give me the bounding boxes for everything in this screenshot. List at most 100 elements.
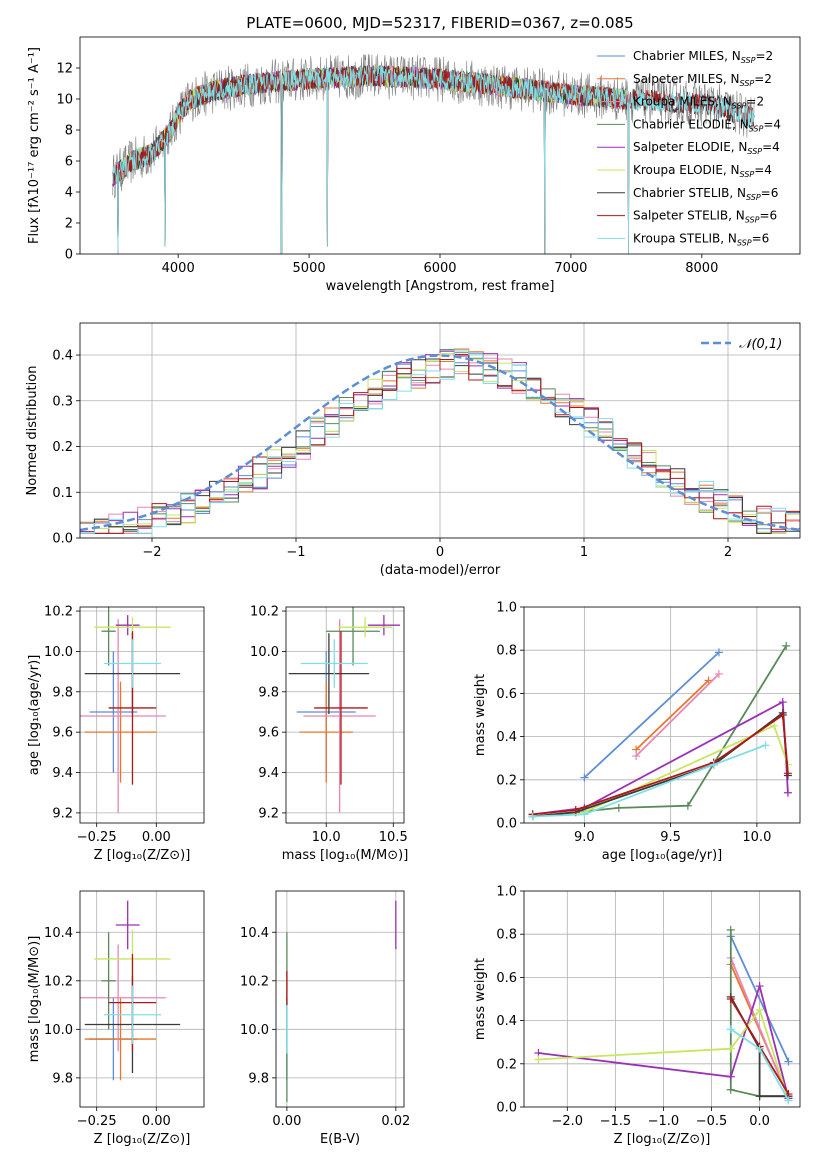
- axes-frame: [523, 890, 801, 1108]
- y-tick-label: 1.0: [496, 885, 517, 900]
- x-tick-label: 0.00: [272, 1114, 301, 1129]
- x-tick-label: 0.02: [381, 1114, 410, 1129]
- legend-entry-salpeter_miles: Salpeter MILES, NSSP=2: [633, 72, 772, 88]
- x-tick-label: 0.00: [142, 1114, 171, 1129]
- plot-area: [524, 607, 800, 823]
- series-line-kroupa_miles: [729, 957, 790, 1099]
- series-line-chabrier_elodie: [532, 645, 787, 818]
- y-axis-label: mass weight: [473, 674, 488, 756]
- series-point-salpeter_stelib: [571, 806, 580, 815]
- legend-entry-normal: 𝒩(0,1): [739, 337, 782, 352]
- series-point-kroupa_elodie: [770, 721, 779, 730]
- series-point-chabrier_elodie: [614, 803, 623, 812]
- axes-frame: [79, 322, 801, 539]
- legend-entry-kroupa_miles: Kroupa MILES, NSSP=2: [633, 95, 764, 111]
- y-tick-label: 10.2: [240, 974, 269, 989]
- legend-entry-chabrier_elodie: Chabrier ELODIE, NSSP=4: [633, 117, 781, 133]
- y-tick-label: 0.4: [496, 1014, 517, 1029]
- y-tick-label: 0.3: [52, 394, 73, 409]
- x-axis-label: age [log₁₀(age/yr)]: [602, 848, 723, 863]
- series-point-chabrier_miles: [580, 773, 589, 782]
- series-line-kroupa_miles: [635, 673, 720, 757]
- series-point-kroupa_elodie: [534, 1055, 543, 1064]
- series-point-kroupa_stelib: [755, 1044, 764, 1053]
- legend-entry-chabrier_miles: Chabrier MILES, NSSP=2: [633, 49, 773, 65]
- series-point-kroupa_stelib: [709, 760, 718, 769]
- x-tick-label: 10.0: [742, 830, 771, 845]
- x-tick-label: 7000: [554, 261, 587, 276]
- y-tick-label: 10.0: [250, 645, 279, 660]
- y-tick-label: 6: [65, 155, 73, 170]
- y-tick-label: 0.2: [52, 440, 73, 455]
- legend-entry-salpeter_stelib: Salpeter STELIB, NSSP=6: [633, 209, 777, 225]
- x-tick-label: 1: [580, 545, 588, 560]
- series-point-chabrier_miles: [784, 1057, 793, 1066]
- x-axis-label: Z [log₁₀(Z/Z⊙)]: [94, 1132, 191, 1147]
- x-tick-label: 9.5: [660, 830, 681, 845]
- series-point-salpeter_elodie: [778, 698, 787, 707]
- series-point-chabrier_elodie: [782, 641, 791, 650]
- histogram-salpeter_stelib: [80, 353, 800, 534]
- x-tick-label: 6000: [423, 261, 456, 276]
- histogram-salpeter_elodie: [80, 350, 800, 534]
- y-tick-label: 0.6: [496, 971, 517, 986]
- series-point-salpeter_stelib: [783, 769, 792, 778]
- plot-area: [286, 607, 404, 823]
- y-tick-label: 9.8: [248, 1071, 269, 1086]
- y-tick-label: 0.2: [496, 773, 517, 788]
- series-point-kroupa_elodie: [755, 1005, 764, 1014]
- series-line-kroupa_elodie: [532, 724, 789, 818]
- series-line-kroupa_stelib: [532, 744, 766, 818]
- y-tick-label: 9.6: [258, 726, 279, 741]
- series-line-chabrier_miles: [729, 936, 790, 1062]
- series-point-salpeter_elodie: [755, 982, 764, 991]
- legend-entry-kroupa_stelib: Kroupa STELIB, NSSP=6: [633, 231, 769, 247]
- x-tick-label: 5000: [293, 261, 326, 276]
- series-point-chabrier_elodie: [726, 925, 735, 934]
- x-axis-label: Z [log₁₀(Z/Z⊙)]: [614, 1132, 711, 1147]
- series-point-kroupa_stelib: [784, 1096, 793, 1105]
- plot-area: [524, 891, 800, 1107]
- y-tick-label: 9.4: [258, 766, 279, 781]
- y-axis-label: Normed distribution: [25, 366, 40, 496]
- y-tick-label: 0.6: [496, 687, 517, 702]
- series-point-chabrier_miles: [714, 648, 723, 657]
- y-tick-label: 10.0: [44, 645, 73, 660]
- plot-area: [80, 323, 800, 538]
- x-tick-label: 0: [436, 545, 444, 560]
- series-point-kroupa_stelib: [580, 810, 589, 819]
- legend-entry-salpeter_elodie: Salpeter ELODIE, NSSP=4: [633, 140, 780, 156]
- y-tick-label: 0.4: [52, 349, 73, 364]
- chart-weight_vs_age: 9.0 9.5 10.0 0.0 0.2 0.4 0.6 0.8 1.0 age [log₁₀(a…: [473, 601, 801, 863]
- series-line-chabrier_miles: [583, 651, 720, 779]
- y-tick-label: 10.2: [44, 974, 73, 989]
- histogram-kroupa_stelib: [80, 349, 800, 534]
- x-axis-label: mass [log₁₀(M/M⊙)]: [282, 848, 409, 863]
- x-tick-label: 10.5: [379, 830, 408, 845]
- y-tick-label: 10.4: [44, 926, 73, 941]
- y-tick-label: 0.2: [496, 1057, 517, 1072]
- chart-age_vs_z: −0.25 0.00 9.2 9.4 9.6 9.8 10.0 10.2 Z [log₁₀(Z/…: [27, 605, 205, 863]
- series-point-kroupa_elodie: [726, 1044, 735, 1053]
- x-tick-label: 9.0: [574, 830, 595, 845]
- x-tick-label: −1: [286, 545, 305, 560]
- x-tick-label: −0.5: [696, 1114, 728, 1129]
- x-tick-label: −2: [142, 545, 161, 560]
- axes-frame: [79, 890, 205, 1108]
- series-line-salpeter_miles: [635, 679, 710, 751]
- y-tick-label: 9.8: [258, 685, 279, 700]
- y-tick-label: 0.0: [52, 532, 73, 547]
- chart-age_vs_mass: 10.0 10.5 9.2 9.4 9.6 9.8 10.0 10.2 mass [log₁₀(…: [250, 605, 409, 863]
- axes-frame: [285, 606, 405, 824]
- chart-spectrum: 4000 5000 6000 7000 8000 0 2 4 6 8 10 12 wavelength …: [27, 36, 801, 294]
- axes-frame: [275, 890, 405, 1108]
- series-point-kroupa_miles: [714, 669, 723, 678]
- y-tick-label: 2: [65, 217, 73, 232]
- y-tick-label: 0.0: [496, 1101, 517, 1116]
- y-tick-label: 10: [56, 93, 73, 108]
- series-point-salpeter_stelib: [726, 995, 735, 1003]
- x-tick-label: −1.0: [648, 1114, 680, 1129]
- y-tick-label: 0.1: [52, 486, 73, 501]
- y-tick-label: 1.0: [496, 601, 517, 616]
